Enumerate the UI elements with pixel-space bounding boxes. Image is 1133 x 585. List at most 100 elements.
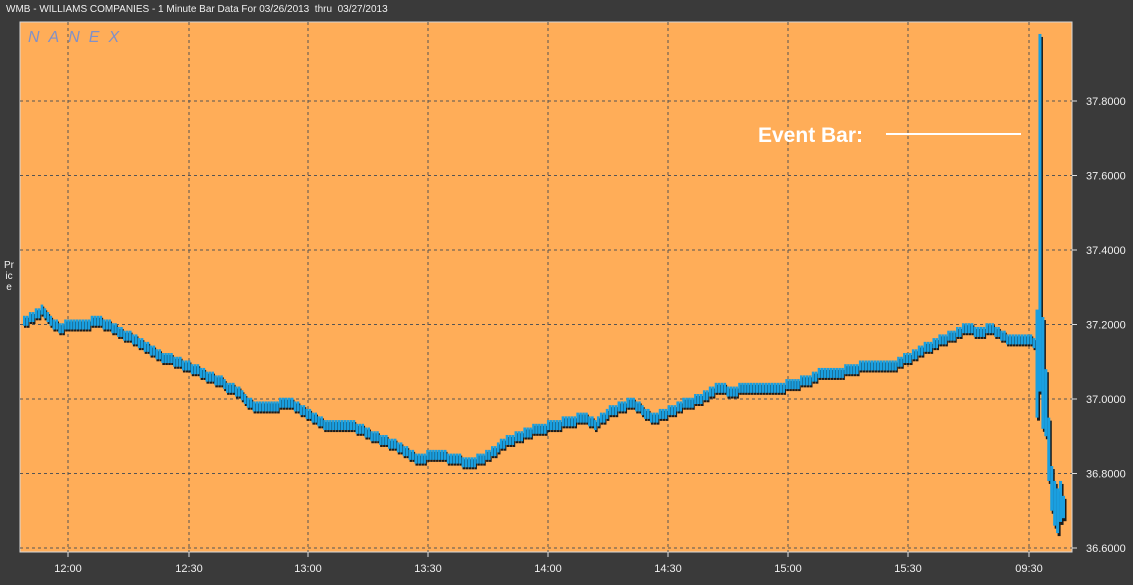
price-bar	[797, 379, 800, 390]
price-bar	[906, 353, 909, 364]
price-bar	[894, 360, 897, 371]
price-bar	[788, 379, 791, 390]
price-bar	[532, 423, 535, 434]
price-bar	[1026, 334, 1030, 345]
price-bar	[355, 423, 359, 434]
price-bar	[1006, 334, 1009, 345]
grid-lines	[20, 22, 1072, 552]
price-bar	[429, 449, 432, 460]
price-bar	[582, 412, 585, 423]
price-bar	[308, 408, 312, 419]
price-bar	[81, 319, 85, 330]
price-bar	[608, 405, 612, 416]
price-bar	[184, 360, 188, 371]
price-bar	[529, 427, 532, 438]
price-bar	[258, 401, 262, 412]
price-bar	[599, 412, 603, 423]
price-bar	[170, 353, 173, 364]
price-bar	[243, 394, 247, 404]
event-bar	[1035, 309, 1039, 418]
price-bar	[173, 356, 176, 367]
event-bar	[1047, 417, 1051, 481]
price-bar	[956, 326, 959, 337]
price-bar	[655, 412, 659, 423]
price-bars	[23, 33, 1067, 537]
price-bar	[131, 334, 135, 345]
price-bar	[499, 438, 503, 449]
price-bar	[467, 457, 471, 468]
price-bar	[697, 394, 700, 404]
price-bar	[1020, 334, 1024, 345]
price-bar	[638, 401, 641, 412]
price-bar	[661, 408, 665, 419]
price-bar	[337, 420, 341, 431]
price-bar	[102, 319, 106, 330]
price-bar	[408, 449, 412, 460]
price-bar	[994, 326, 997, 337]
price-bar	[385, 434, 388, 445]
price-bar	[591, 416, 594, 427]
price-bar	[970, 323, 974, 334]
price-bar	[270, 401, 273, 412]
price-bar	[240, 390, 244, 401]
price-bar	[614, 405, 618, 416]
price-bar	[479, 453, 482, 464]
y-tick-label: 37.4000	[1086, 245, 1126, 257]
price-bar	[635, 401, 638, 412]
price-bar	[950, 330, 953, 341]
price-bar	[735, 386, 738, 397]
price-bar	[964, 323, 968, 334]
price-bar	[517, 431, 521, 442]
price-bar	[105, 319, 109, 330]
price-bar	[579, 412, 582, 423]
price-bar	[226, 382, 229, 393]
price-bar	[411, 449, 415, 460]
price-bar	[826, 367, 830, 378]
price-bar	[567, 416, 571, 427]
price-bar	[234, 386, 238, 397]
price-bar	[670, 405, 674, 416]
price-bar	[652, 412, 656, 423]
price-bar	[973, 326, 977, 337]
price-bar	[1029, 334, 1033, 345]
price-bar	[231, 382, 235, 393]
price-bar	[314, 412, 317, 423]
price-bar	[193, 364, 197, 375]
price-bar	[596, 416, 600, 427]
price-bar	[164, 353, 167, 364]
price-bar	[976, 326, 980, 337]
price-bar	[758, 382, 762, 393]
price-bar	[679, 401, 682, 412]
price-bar	[944, 334, 947, 345]
price-bar	[64, 319, 67, 330]
price-bar	[443, 449, 447, 460]
price-bar	[446, 453, 450, 464]
price-bar	[320, 416, 323, 427]
price-bar	[373, 431, 376, 442]
price-bar	[249, 397, 253, 408]
price-bar	[938, 334, 941, 345]
x-tick-label: 09:30	[1015, 563, 1043, 575]
price-bar	[764, 382, 768, 393]
price-bar	[923, 341, 927, 352]
price-bar	[420, 453, 423, 464]
price-bar	[773, 382, 777, 393]
price-bar	[323, 420, 326, 431]
price-bar	[229, 382, 232, 393]
price-bar	[741, 382, 744, 393]
price-bar	[43, 308, 47, 319]
price-bar	[52, 319, 56, 330]
price-bar	[1017, 334, 1021, 345]
price-bar	[123, 330, 126, 341]
price-bar	[284, 397, 288, 408]
y-axis-ticks: 37.8000 37.6000 37.4000 37.2000 37.0000 36.80…	[1072, 96, 1126, 555]
price-bar	[196, 364, 200, 375]
price-bar	[440, 449, 444, 460]
price-bar	[702, 390, 706, 401]
price-bar	[1011, 334, 1015, 345]
price-bar	[449, 453, 453, 464]
price-bar	[470, 457, 473, 468]
price-bar	[911, 349, 915, 360]
price-bar	[276, 401, 279, 412]
price-bar	[393, 438, 397, 449]
